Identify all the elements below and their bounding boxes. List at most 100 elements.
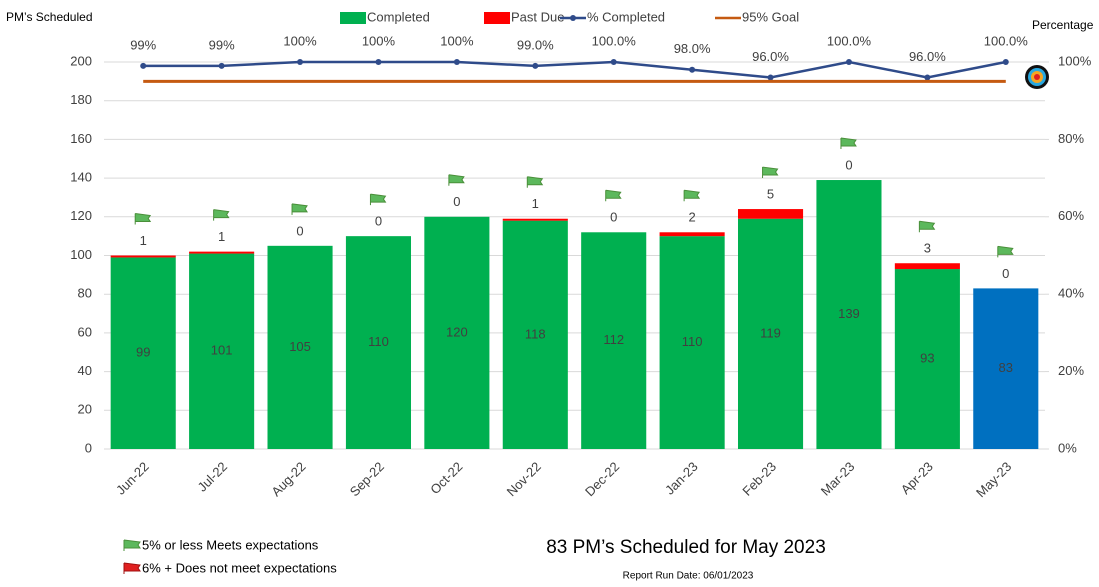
percent-label: 100% xyxy=(362,33,396,48)
y2-tick-label: 20% xyxy=(1058,363,1084,378)
percent-marker xyxy=(924,74,931,81)
y-tick-label: 180 xyxy=(70,92,92,107)
y2-tick-label: 80% xyxy=(1058,131,1084,146)
percent-label: 96.0% xyxy=(909,49,946,64)
y-tick-label: 100 xyxy=(70,247,92,262)
y-tick-label: 60 xyxy=(78,324,92,339)
completed-label: 118 xyxy=(525,326,546,341)
completed-label: 101 xyxy=(211,343,233,358)
flag-icon xyxy=(683,189,701,202)
past-due-bar xyxy=(894,263,960,270)
percent-marker xyxy=(845,59,852,65)
past-due-label: 0 xyxy=(375,214,382,229)
completed-label: 99 xyxy=(136,345,150,360)
completed-label: 110 xyxy=(368,334,389,349)
past-due-label: 0 xyxy=(845,157,852,172)
past-due-bar xyxy=(737,209,804,219)
completed-bar xyxy=(502,220,568,449)
x-tick-label: Jun-22 xyxy=(113,459,152,498)
completed-label: 112 xyxy=(603,332,624,347)
completed-bar xyxy=(973,288,1039,449)
x-tick-label: Apr-23 xyxy=(898,459,936,497)
flag-shape xyxy=(526,176,544,188)
past-due-bar xyxy=(502,218,568,221)
flag-shape xyxy=(291,203,308,215)
past-due-label: 0 xyxy=(610,210,617,225)
x-tick-label: Aug-22 xyxy=(268,459,308,499)
percent-marker xyxy=(140,62,147,69)
completed-bar xyxy=(581,232,647,449)
completed-bar xyxy=(737,218,804,449)
y-tick-label: 140 xyxy=(70,170,92,185)
flag-icon xyxy=(918,220,936,233)
percent-label: 100.0% xyxy=(827,33,872,48)
flag-shape xyxy=(134,213,152,225)
percent-label: 99% xyxy=(209,37,235,52)
flag-note: 5% or less Meets expectations xyxy=(142,537,319,552)
completed-bar xyxy=(424,216,490,449)
flag-shape xyxy=(762,166,779,179)
flag-note: 6% + Does not meet expectations xyxy=(142,560,337,575)
past-due-label: 3 xyxy=(924,241,931,256)
completed-bar xyxy=(816,180,882,449)
percent-marker xyxy=(1002,59,1009,65)
y2-axis-label: Percentage xyxy=(1032,18,1094,32)
x-tick-label: May-23 xyxy=(973,459,1014,500)
flag-shape xyxy=(683,189,701,202)
completed-label: 93 xyxy=(920,350,934,365)
y-tick-label: 20 xyxy=(78,402,92,417)
y2-tick-label: 100% xyxy=(1058,53,1092,68)
completed-label: 110 xyxy=(682,334,703,349)
percent-label: 98.0% xyxy=(674,41,711,56)
y-tick-label: 0 xyxy=(85,440,92,455)
percent-marker xyxy=(689,66,696,73)
completed-label: 83 xyxy=(999,360,1013,375)
run-date: Report Run Date: 06/01/2023 xyxy=(623,571,754,582)
completed-bar xyxy=(267,245,333,449)
past-due-label: 0 xyxy=(453,194,460,209)
completed-label: 119 xyxy=(760,325,781,340)
percent-label: 100.0% xyxy=(984,33,1029,48)
summary: 83 PM’s Scheduled for May 2023 xyxy=(546,537,826,558)
past-due-label: 1 xyxy=(532,196,539,211)
legend-label: % Completed xyxy=(587,9,665,24)
flag-shape xyxy=(997,245,1014,258)
percent-label: 100.0% xyxy=(592,33,637,48)
x-tick-label: Sep-22 xyxy=(347,459,387,499)
legend-label: Past Due xyxy=(511,9,564,24)
flag-shape xyxy=(369,193,387,206)
flag-shape xyxy=(605,189,622,202)
percent-line xyxy=(143,60,1007,79)
y-tick-label: 160 xyxy=(70,131,92,146)
flag-icon xyxy=(448,174,465,186)
target-icon xyxy=(1025,65,1049,89)
legend-swatch xyxy=(484,12,510,24)
y-tick-label: 40 xyxy=(78,363,92,378)
x-tick-label: Jan-23 xyxy=(662,459,701,498)
percent-label: 100% xyxy=(440,33,474,48)
flag-icon xyxy=(369,193,387,206)
flag-icon xyxy=(762,166,779,179)
legend-swatch xyxy=(340,12,366,24)
percent-marker xyxy=(610,59,617,65)
legend-label: Completed xyxy=(367,9,430,24)
percent-marker xyxy=(218,62,225,69)
y-tick-label: 120 xyxy=(70,208,92,223)
completed-label: 105 xyxy=(289,339,311,354)
flag-shape xyxy=(448,174,465,186)
x-tick-label: Oct-22 xyxy=(427,459,465,497)
y-tick-label: 200 xyxy=(70,53,92,68)
past-due-bar xyxy=(189,251,255,254)
percent-label: 99.0% xyxy=(517,37,554,52)
past-due-label: 5 xyxy=(767,186,774,201)
flag-shape xyxy=(918,220,936,233)
flag-icon xyxy=(840,137,857,150)
flag-icon xyxy=(997,245,1014,258)
x-tick-label: Dec-22 xyxy=(582,459,622,499)
percent-label: 100% xyxy=(283,33,317,48)
percent-marker xyxy=(375,59,382,65)
flag-legend: 5% or less Meets expectations 6% + Does … xyxy=(123,537,337,575)
legend-label: 95% Goal xyxy=(742,9,799,24)
percent-marker xyxy=(767,74,774,81)
completed-label: 120 xyxy=(446,324,468,339)
